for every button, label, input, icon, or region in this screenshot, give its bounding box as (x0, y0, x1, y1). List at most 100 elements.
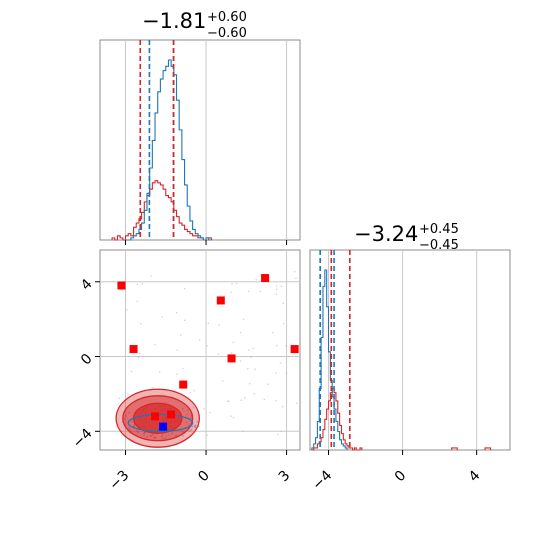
sample-dot (189, 391, 192, 394)
sample-dot (194, 424, 197, 427)
sample-dot (249, 356, 252, 359)
y-tick-label: −4 (70, 426, 96, 452)
sample-dot (275, 293, 278, 295)
marker-blue (159, 422, 168, 431)
sample-dot (183, 319, 186, 322)
sample-dot (158, 370, 161, 373)
sample-dot (179, 334, 182, 336)
sample-dot (236, 282, 238, 285)
sample-dot (239, 360, 242, 362)
sample-dot (271, 331, 274, 334)
sample-dot (130, 370, 133, 373)
grid (125, 40, 288, 240)
sample-dot (127, 393, 129, 395)
sample-dot (190, 428, 193, 431)
hist-blue (311, 269, 348, 450)
sample-dot (191, 425, 194, 428)
sample-dot (277, 433, 279, 436)
quantile-lines (139, 40, 175, 240)
sample-dot (118, 397, 121, 400)
sample-dot (276, 344, 278, 347)
sample-dot (193, 389, 196, 392)
sample-dot (206, 434, 208, 436)
sample-dot (263, 398, 266, 401)
sample-dot (253, 393, 256, 395)
hist-outlier (484, 447, 492, 450)
sample-dot (222, 380, 224, 382)
sample-dot (275, 372, 277, 374)
sample-dot (207, 322, 210, 325)
sample-dot (183, 287, 186, 290)
x-tick-label: 4 (466, 467, 484, 485)
sample-dot (176, 373, 178, 375)
sample-dot (231, 283, 233, 285)
sample-dot (126, 308, 128, 311)
sample-dot (285, 345, 287, 347)
sample-dot (244, 397, 246, 399)
title-param-1-lower: −0.60 (207, 26, 247, 41)
title-param-2-upper: +0.45 (419, 222, 459, 237)
sample-dot (247, 367, 249, 370)
sample-dot (230, 415, 232, 417)
sample-dot (196, 420, 199, 423)
hist-blue (125, 59, 212, 241)
sample-dot (230, 352, 233, 354)
quantile-lines (319, 250, 351, 450)
sample-dot (136, 283, 139, 286)
panel-hist-param-1: −1.81 +0.60 −0.60 (99, 9, 301, 245)
contour-blue (127, 413, 194, 432)
marker-red (167, 410, 176, 419)
sample-dot (206, 345, 208, 347)
sample-dot (217, 353, 220, 355)
sample-dot (203, 408, 205, 410)
sample-dot (141, 283, 144, 285)
sample-dot (230, 291, 232, 294)
sample-dot (275, 399, 277, 402)
title-param-2-value: −3.24 (354, 222, 418, 246)
sample-dot (232, 416, 235, 419)
sample-dot (182, 434, 184, 437)
sample-dot (182, 367, 184, 370)
panel-frame (99, 39, 301, 241)
x-tick-label: −3 (106, 468, 132, 494)
x-ticks (125, 240, 288, 245)
sample-dot (295, 402, 298, 405)
sample-dot (242, 318, 245, 320)
x-tick-label: −4 (309, 467, 335, 493)
sample-dot (193, 425, 196, 428)
marker-red (216, 296, 225, 305)
panel-scatter: −3 0 3 −4 0 4 (70, 249, 301, 494)
hist-red (111, 180, 212, 241)
marker-red (290, 345, 299, 354)
x-ticks: −4 0 4 (309, 450, 484, 493)
hist-red (311, 388, 363, 451)
sample-dot (295, 277, 297, 280)
hist-series (311, 269, 492, 451)
sample-dot (247, 290, 250, 293)
sample-dot (280, 285, 283, 287)
sample-dot (255, 278, 257, 281)
sample-dot (136, 300, 139, 303)
sample-dot (248, 382, 251, 385)
sample-dot (279, 361, 282, 364)
sample-dot (154, 343, 156, 346)
x-tick-label: 0 (392, 468, 410, 486)
title-param-1-value: −1.81 (142, 9, 206, 33)
sample-dot (280, 430, 282, 433)
y-tick-label: 4 (78, 276, 96, 294)
markers (117, 274, 299, 431)
sample-dot (176, 349, 179, 352)
panel-hist-param-2: −4 0 4 −3.24 +0.45 −0.45 (309, 222, 511, 493)
sample-dot (161, 316, 163, 318)
hist-series (111, 59, 212, 241)
sample-dot (242, 430, 244, 433)
sample-dot (267, 383, 269, 385)
x-tick-label: 0 (195, 468, 213, 486)
sample-dot (150, 275, 153, 277)
sample-dot (140, 322, 142, 325)
title-param-1-upper: +0.60 (207, 10, 247, 25)
marker-red (117, 281, 126, 290)
sample-dot (282, 302, 285, 305)
y-tick-label: 0 (78, 351, 96, 369)
